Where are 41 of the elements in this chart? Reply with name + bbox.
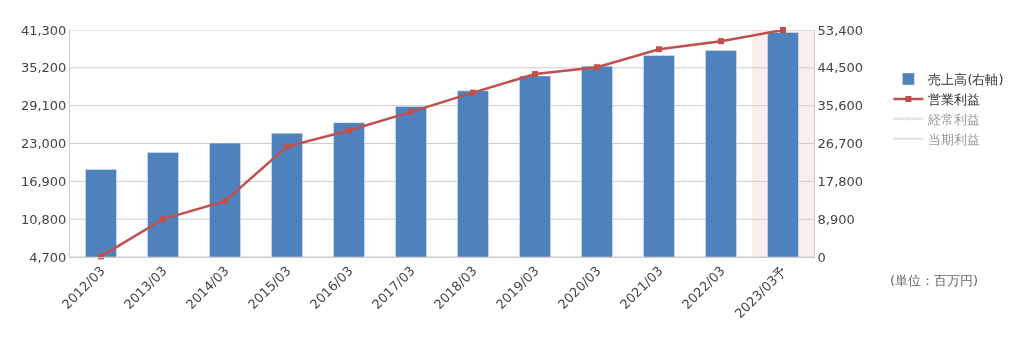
y-tick-label: 23,000 xyxy=(20,136,67,152)
legend-label: 営業利益 xyxy=(928,91,981,107)
point xyxy=(656,46,662,53)
point xyxy=(160,216,166,223)
point xyxy=(780,27,786,33)
point xyxy=(594,64,600,71)
y2-tick-label: 44,500 xyxy=(817,60,864,76)
point xyxy=(408,108,414,115)
bar xyxy=(705,50,737,257)
legend-label: 当期利益 xyxy=(928,131,981,147)
y2-tick-label: 35,600 xyxy=(817,98,864,114)
point xyxy=(284,143,290,150)
y-tick-label: 4,700 xyxy=(29,249,67,265)
bar xyxy=(457,90,489,257)
y-tick-label: 35,200 xyxy=(20,60,67,76)
y2-tick-label: 26,700 xyxy=(817,136,864,152)
y-tick-label: 10,800 xyxy=(20,211,67,227)
point xyxy=(470,89,476,96)
y-tick-label: 16,900 xyxy=(20,173,67,189)
point xyxy=(346,127,352,134)
y2-tick-label: 17,800 xyxy=(817,173,864,189)
bar xyxy=(519,75,551,257)
bar xyxy=(271,133,303,257)
y-tick-label: 41,300 xyxy=(20,22,67,38)
point xyxy=(718,38,724,45)
legend-label: 売上高(右軸) xyxy=(928,72,1004,88)
y2-tick-label: 0 xyxy=(817,249,826,265)
bar xyxy=(581,65,613,257)
point xyxy=(222,198,228,205)
y-tick-label: 29,100 xyxy=(20,98,67,114)
bar xyxy=(85,169,117,257)
y2-tick-label: 53,400 xyxy=(817,22,864,38)
text: (単位：百万円) xyxy=(890,273,979,288)
point xyxy=(532,71,538,78)
bar xyxy=(209,142,241,257)
bar xyxy=(395,106,427,257)
y2-tick-label: 8,900 xyxy=(817,211,855,227)
bar xyxy=(643,55,675,257)
legend-label: 経常利益 xyxy=(927,111,981,127)
bar xyxy=(333,122,365,257)
bar xyxy=(147,152,179,257)
